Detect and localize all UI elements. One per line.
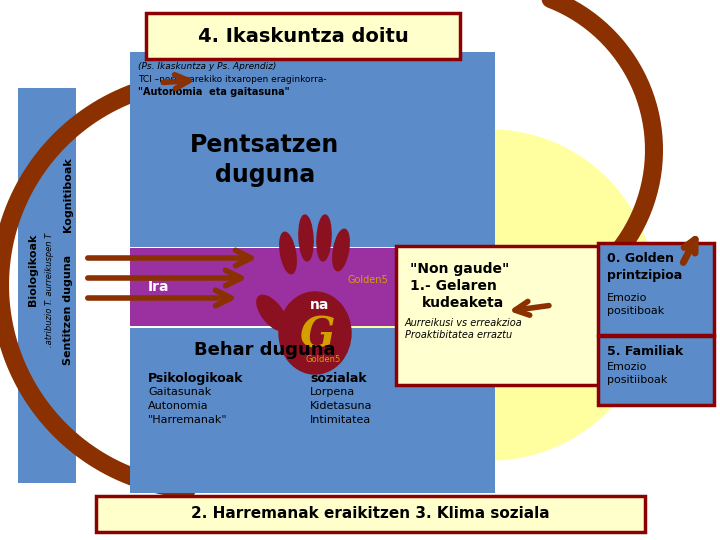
Text: TCI –norberarekiko itxaropen eraginkorra-: TCI –norberarekiko itxaropen eraginkorra… [138, 75, 327, 84]
Text: 4. Ikaskuntza doitu: 4. Ikaskuntza doitu [197, 26, 408, 45]
FancyBboxPatch shape [598, 336, 714, 405]
Ellipse shape [280, 232, 296, 274]
Text: na: na [310, 298, 329, 312]
Text: Emozio
positiboak: Emozio positiboak [607, 293, 665, 316]
Ellipse shape [333, 230, 349, 271]
Text: 0. Golden
printzipioa: 0. Golden printzipioa [607, 252, 683, 282]
FancyBboxPatch shape [130, 328, 495, 493]
Text: Gaitasunak
Autonomia
"Harremanak": Gaitasunak Autonomia "Harremanak" [148, 387, 228, 425]
Text: Behar duguna: Behar duguna [194, 341, 336, 359]
FancyBboxPatch shape [96, 496, 645, 532]
Ellipse shape [257, 295, 287, 330]
FancyBboxPatch shape [130, 52, 495, 247]
Text: Biologikoak: Biologikoak [28, 234, 38, 306]
Text: 1.- Gelaren: 1.- Gelaren [410, 279, 497, 293]
FancyBboxPatch shape [396, 246, 600, 385]
Text: 2. Harremanak eraikitzen 3. Klima soziala: 2. Harremanak eraikitzen 3. Klima sozial… [191, 507, 549, 522]
Text: Lorpena
Kidetasuna
Intimitatea: Lorpena Kidetasuna Intimitatea [310, 387, 372, 425]
Circle shape [325, 130, 655, 460]
Text: "Non gaude": "Non gaude" [410, 262, 509, 276]
Text: Proaktibitatea erraztu: Proaktibitatea erraztu [405, 330, 512, 340]
Text: .atribuzio T. aurreikuspen T: .atribuzio T. aurreikuspen T [45, 233, 55, 347]
Text: kudeaketa: kudeaketa [422, 296, 504, 310]
FancyBboxPatch shape [146, 13, 460, 59]
FancyBboxPatch shape [130, 248, 495, 326]
Text: Kognitiboak: Kognitiboak [63, 158, 73, 232]
Ellipse shape [299, 215, 313, 261]
Text: Sentitzen duguna: Sentitzen duguna [63, 255, 73, 365]
Ellipse shape [317, 215, 331, 261]
Text: Aurreikusi vs erreakzioa: Aurreikusi vs erreakzioa [405, 318, 523, 328]
FancyBboxPatch shape [18, 88, 76, 483]
Text: Golden5: Golden5 [348, 275, 389, 285]
Text: Emozio
positiiboak: Emozio positiiboak [607, 362, 667, 385]
Text: G: G [300, 315, 335, 357]
FancyBboxPatch shape [598, 243, 714, 335]
Text: 5. Familiak: 5. Familiak [607, 345, 683, 358]
Text: Ira: Ira [148, 280, 169, 294]
Text: sozialak: sozialak [310, 372, 366, 385]
Text: "Autonomia  eta gaitasuna": "Autonomia eta gaitasuna" [138, 87, 289, 97]
Text: Psikologikoak: Psikologikoak [148, 372, 243, 385]
Ellipse shape [279, 292, 351, 374]
Text: (Ps. Ikaskuntza y Ps. Aprendiz): (Ps. Ikaskuntza y Ps. Aprendiz) [138, 62, 276, 71]
Text: Pentsatzen
duguna: Pentsatzen duguna [190, 133, 340, 187]
Text: Golden5: Golden5 [305, 355, 341, 364]
